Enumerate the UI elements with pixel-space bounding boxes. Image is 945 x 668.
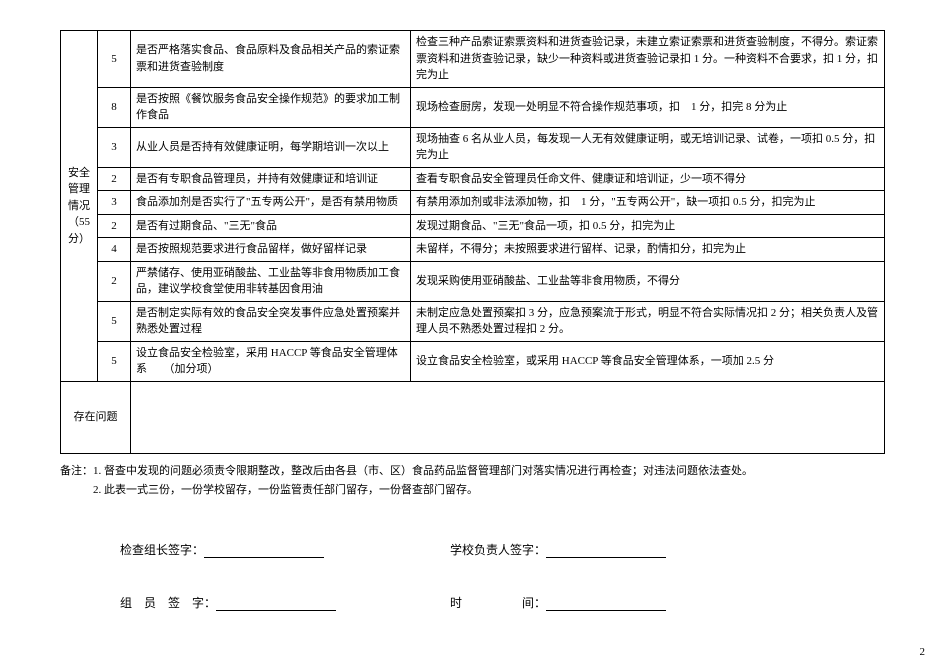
row-std: 现场检查厨房，发现一处明显不符合操作规范事项，扣 1 分，扣完 8 分为止 xyxy=(411,87,885,127)
row-std: 查看专职食品安全管理员任命文件、健康证和培训证，少一项不得分 xyxy=(411,167,885,191)
row-item: 食品添加剂是否实行了"五专两公开"，是否有禁用物质 xyxy=(131,191,411,215)
sig-leader-label: 检查组长签字： xyxy=(120,543,204,557)
sig-time-line xyxy=(546,597,666,611)
sig-leader: 检查组长签字： xyxy=(120,541,450,558)
inspection-table: 安全 管理 情况 （55 分） 5 是否严格落实食品、食品原料及食品相关产品的索… xyxy=(60,30,885,454)
row-score: 4 xyxy=(98,238,131,262)
row-score: 5 xyxy=(98,301,131,341)
cat-l2: 管理 xyxy=(68,183,90,195)
notes-block: 备注：1. 督查中发现的问题必须责令限期整改，整改后由各县（市、区）食品药品监督… xyxy=(60,462,885,502)
row-std: 有禁用添加剂或非法添加物，扣 1 分，"五专两公开"，缺一项扣 0.5 分，扣完… xyxy=(411,191,885,215)
sig-school-line xyxy=(546,544,666,558)
category-cell: 安全 管理 情况 （55 分） xyxy=(61,31,98,382)
row-item: 是否有过期食品、"三无"食品 xyxy=(131,214,411,238)
row-item: 设立食品安全检验室，采用 HACCP 等食品安全管理体系 （加分项） xyxy=(131,341,411,381)
cat-l4: （55 分） xyxy=(68,216,90,245)
row-score: 3 xyxy=(98,127,131,167)
row-item: 从业人员是否持有效健康证明，每学期培训一次以上 xyxy=(131,127,411,167)
sig-member: 组 员 签 字： xyxy=(120,594,450,611)
sig-school: 学校负责人签字： xyxy=(450,541,885,558)
row-item: 是否按照规范要求进行食品留样，做好留样记录 xyxy=(131,238,411,262)
row-score: 2 xyxy=(98,214,131,238)
row-item: 是否有专职食品管理员，并持有效健康证和培训证 xyxy=(131,167,411,191)
row-item: 是否严格落实食品、食品原料及食品相关产品的索证索票和进货查验制度 xyxy=(131,31,411,88)
cat-l1: 安全 xyxy=(68,167,90,179)
row-score: 5 xyxy=(98,341,131,381)
sig-school-label: 学校负责人签字： xyxy=(450,543,546,557)
sig-leader-line xyxy=(204,544,324,558)
row-score: 5 xyxy=(98,31,131,88)
sig-member-line xyxy=(216,597,336,611)
row-std: 发现过期食品、"三无"食品一项，扣 0.5 分，扣完为止 xyxy=(411,214,885,238)
row-std: 未制定应急处置预案扣 3 分，应急预案流于形式，明显不符合实际情况扣 2 分；相… xyxy=(411,301,885,341)
row-item: 严禁储存、使用亚硝酸盐、工业盐等非食用物质加工食品，建议学校食堂使用非转基因食用… xyxy=(131,261,411,301)
note-line2: 2. 此表一式三份，一份学校留存，一份监管责任部门留存，一份督查部门留存。 xyxy=(60,481,885,501)
row-score: 8 xyxy=(98,87,131,127)
row-item: 是否按照《餐饮服务食品安全操作规范》的要求加工制作食品 xyxy=(131,87,411,127)
note-line1: 备注：1. 督查中发现的问题必须责令限期整改，整改后由各县（市、区）食品药品监督… xyxy=(60,462,885,482)
sig-member-label: 组 员 签 字： xyxy=(120,596,216,610)
issues-label: 存在问题 xyxy=(61,381,131,453)
sig-time: 时 间： xyxy=(450,594,885,611)
row-std: 现场抽查 6 名从业人员，每发现一人无有效健康证明，或无培训记录、试卷，一项扣 … xyxy=(411,127,885,167)
row-std: 未留样，不得分；未按照要求进行留样、记录，酌情扣分，扣完为止 xyxy=(411,238,885,262)
row-score: 3 xyxy=(98,191,131,215)
sig-time-label: 时 间： xyxy=(450,596,546,610)
row-score: 2 xyxy=(98,261,131,301)
page-number: 2 xyxy=(920,646,926,658)
issues-content xyxy=(131,381,885,453)
row-std: 检查三种产品索证索票资料和进货查验记录，未建立索证索票和进货查验制度，不得分。索… xyxy=(411,31,885,88)
row-std: 发现采购使用亚硝酸盐、工业盐等非食用物质，不得分 xyxy=(411,261,885,301)
row-std: 设立食品安全检验室，或采用 HACCP 等食品安全管理体系，一项加 2.5 分 xyxy=(411,341,885,381)
row-score: 2 xyxy=(98,167,131,191)
signature-area: 检查组长签字： 学校负责人签字： 组 员 签 字： 时 间： xyxy=(60,541,885,611)
row-item: 是否制定实际有效的食品安全突发事件应急处置预案并熟悉处置过程 xyxy=(131,301,411,341)
cat-l3: 情况 xyxy=(68,200,90,212)
